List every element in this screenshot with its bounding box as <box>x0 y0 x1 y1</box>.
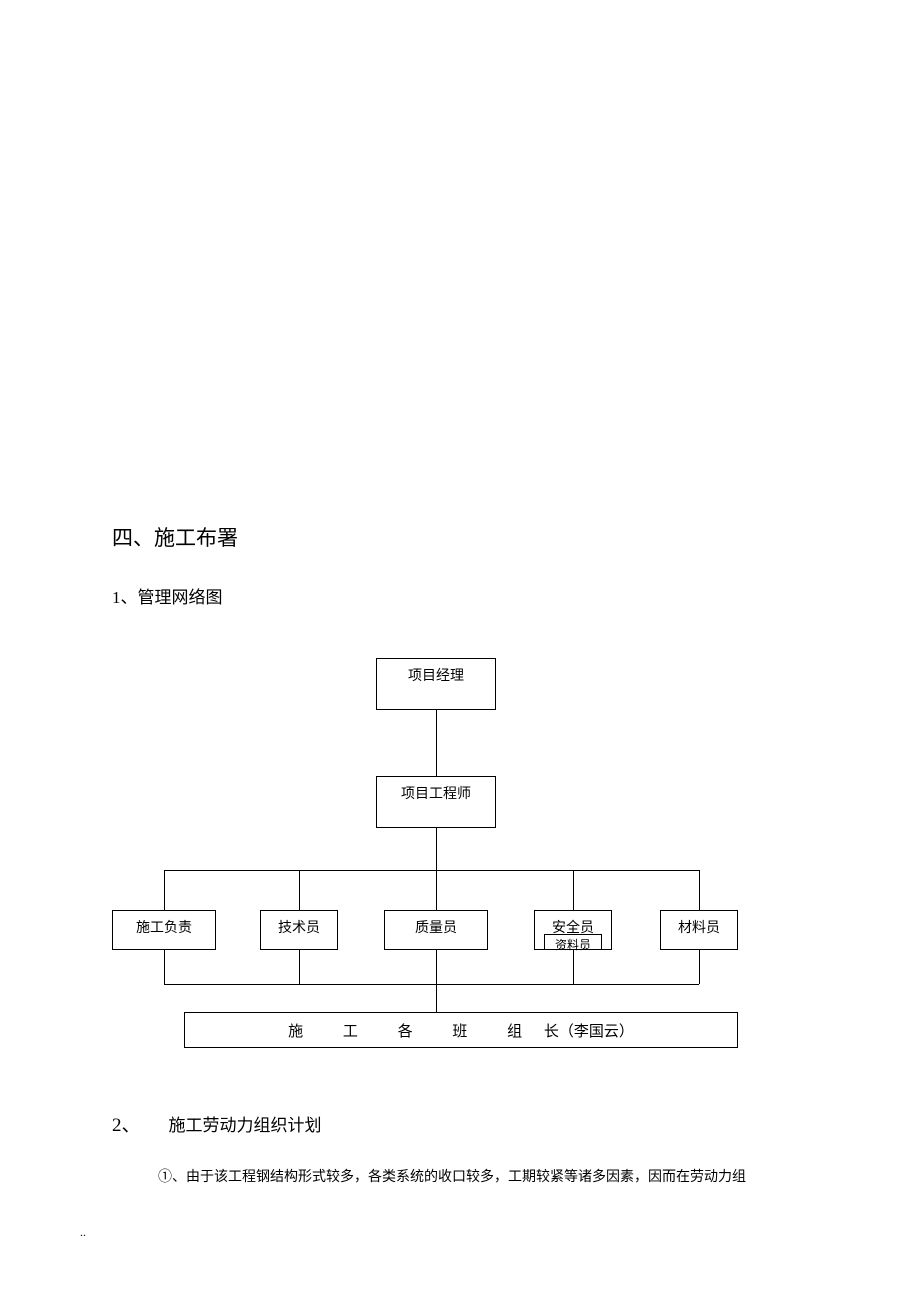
node-label-spaced: 施 工 各 班 组 长（李国云） <box>288 1020 634 1041</box>
heading-text: 施工劳动力组织计划 <box>169 1116 322 1135</box>
connector-line <box>573 870 574 910</box>
document-page: 四、施工布署 1、管理网络图 项目经理 项目工程师 施工负责 技术员 质量员 <box>0 0 920 1303</box>
node-project-manager: 项目经理 <box>376 658 496 710</box>
connector-line <box>699 950 700 984</box>
connector-line <box>436 828 437 870</box>
heading-number: 2、 <box>112 1115 141 1136</box>
connector-line <box>299 870 300 910</box>
connector-line <box>299 950 300 984</box>
node-team-leaders: 施 工 各 班 组 长（李国云） <box>184 1012 738 1048</box>
connector-line <box>436 870 437 910</box>
node-construction-lead: 施工负责 <box>112 910 216 950</box>
node-technician: 技术员 <box>260 910 338 950</box>
node-materials: 材料员 <box>660 910 738 950</box>
section-heading: 四、施工布署 <box>112 522 238 552</box>
connector-line <box>699 870 700 910</box>
connector-line <box>164 984 699 985</box>
connector-line <box>436 710 437 776</box>
subsection-heading-1: 1、管理网络图 <box>112 583 223 608</box>
connector-line <box>164 870 699 871</box>
connector-line <box>164 950 165 984</box>
paragraph-text: ①、由于该工程钢结构形式较多，各类系统的收口较多，工期较紧等诸多因素，因而在劳动… <box>158 1166 746 1186</box>
node-label: 质量员 <box>415 917 457 937</box>
footer-marker: .. <box>80 1225 86 1240</box>
node-documents: 资料员 <box>544 934 602 950</box>
node-label: 施工负责 <box>136 917 192 937</box>
connector-line <box>436 950 437 984</box>
node-quality: 质量员 <box>384 910 488 950</box>
node-label: 技术员 <box>278 917 320 937</box>
node-project-engineer: 项目工程师 <box>376 776 496 828</box>
connector-line <box>573 950 574 984</box>
subsection-heading-2: 2、 施工劳动力组织计划 <box>112 1110 322 1137</box>
org-chart: 项目经理 项目工程师 施工负责 技术员 质量员 安全员 资料 <box>112 650 812 1070</box>
node-label: 材料员 <box>678 917 720 937</box>
connector-line <box>164 870 165 910</box>
node-label: 项目经理 <box>408 665 464 685</box>
node-label: 项目工程师 <box>401 783 471 803</box>
connector-line <box>436 984 437 1012</box>
